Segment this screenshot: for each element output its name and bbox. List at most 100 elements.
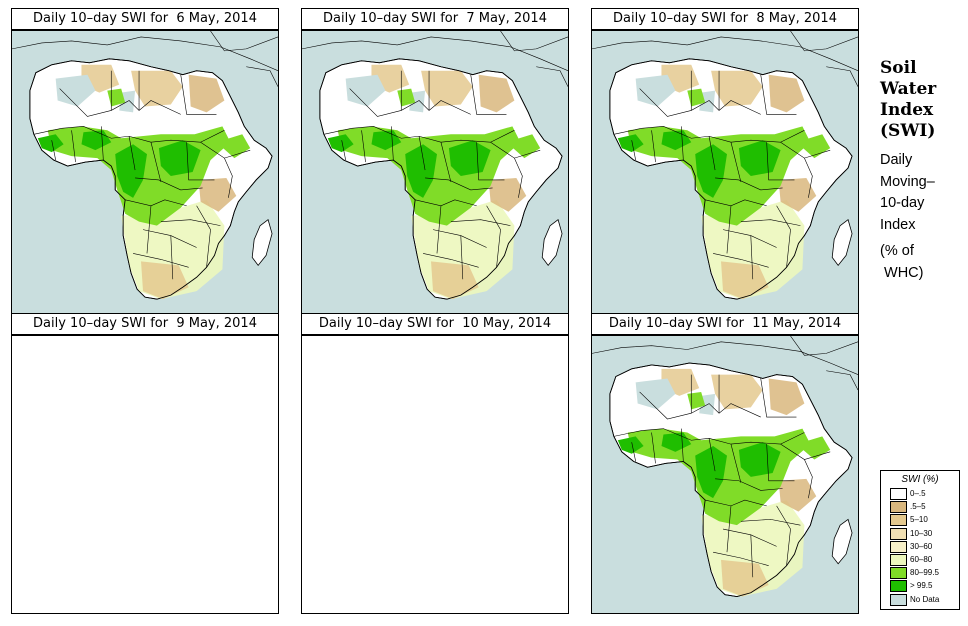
- wet-area: [687, 88, 706, 107]
- dry-area: [198, 177, 237, 212]
- dry-area: [478, 74, 515, 113]
- country-border: [470, 74, 507, 115]
- country-border: [425, 177, 493, 191]
- neighbor-coastline: [302, 36, 568, 71]
- saturated-area: [115, 144, 147, 198]
- side-subtitle-line: Moving–: [880, 173, 935, 190]
- country-border: [341, 140, 346, 161]
- country-border: [750, 534, 754, 578]
- country-border: [715, 478, 783, 491]
- legend-item: 60–80: [890, 554, 956, 566]
- panel-title: Daily 10–day SWI for 11 May, 2014: [591, 313, 859, 335]
- neighbor-coastline: [826, 370, 858, 391]
- country-border: [440, 142, 452, 183]
- country-border: [766, 142, 795, 181]
- map-panel: Daily 10–day SWI for 7 May, 2014: [301, 8, 569, 317]
- country-border: [423, 253, 479, 268]
- legend-label: > 99.5: [910, 581, 933, 591]
- country-border: [708, 438, 716, 472]
- legend-swatch: [890, 501, 907, 514]
- country-border: [760, 378, 797, 418]
- side-subtitle-line: 10-day: [880, 195, 925, 211]
- side-unit-line: (% of: [880, 243, 914, 259]
- wet-area: [397, 88, 416, 107]
- country-border: [418, 136, 426, 171]
- side-title-line: Index: [880, 100, 934, 120]
- country-border: [391, 126, 394, 161]
- no-data-area: [55, 74, 96, 107]
- dry-area: [141, 261, 189, 300]
- empty-map: [11, 335, 279, 614]
- country-border: [705, 199, 767, 207]
- side-title-line: Water: [880, 79, 937, 99]
- panel-title: Daily 10–day SWI for 6 May, 2014: [11, 8, 279, 30]
- neighbor-coastline: [790, 31, 858, 52]
- country-border: [59, 88, 181, 117]
- legend-label: 10–30: [910, 528, 933, 538]
- country-border: [705, 499, 767, 507]
- legend: SWI (%) 0–.5 .5–5 5–10 10–30 30–60 60–80 80–99…: [880, 470, 960, 610]
- country-border: [514, 157, 523, 198]
- dry-area: [778, 478, 817, 512]
- country-border: [71, 130, 76, 163]
- neighbor-coastline: [246, 66, 278, 87]
- country-border: [715, 177, 783, 191]
- wet-area: [506, 134, 541, 159]
- country-border: [726, 505, 732, 553]
- africa-map: [302, 31, 568, 316]
- country-border: [450, 219, 511, 226]
- wet-area: [796, 436, 831, 460]
- country-border: [196, 205, 211, 268]
- dry-area: [711, 70, 763, 107]
- legend-label: 5–10: [910, 515, 928, 525]
- legend-item: .5–5: [890, 501, 956, 514]
- country-border: [486, 205, 501, 268]
- country-border: [170, 235, 174, 280]
- country-border: [460, 235, 464, 280]
- africa-map: [592, 31, 858, 316]
- country-border: [631, 442, 636, 462]
- wet-area: [796, 134, 831, 159]
- country-border: [186, 142, 215, 181]
- country-border: [760, 74, 797, 115]
- neighbor-coastline: [790, 336, 858, 356]
- side-unit: (% of WHC): [880, 241, 964, 284]
- dry-area: [421, 70, 473, 107]
- country-border: [128, 136, 136, 171]
- saturated-area: [327, 134, 354, 153]
- dry-area: [488, 177, 527, 212]
- country-border: [730, 142, 742, 183]
- country-border: [224, 157, 233, 198]
- dry-area: [711, 374, 763, 410]
- dry-area: [768, 74, 805, 113]
- neighbor-coastline: [826, 66, 858, 87]
- country-border: [101, 126, 104, 161]
- panel-title: Daily 10–day SWI for 8 May, 2014: [591, 8, 859, 30]
- legend-item: No Data: [890, 593, 956, 606]
- saturated-area: [738, 140, 781, 176]
- country-border: [776, 505, 791, 566]
- swi-map: [301, 30, 569, 317]
- side-title-line: (SWI): [880, 121, 936, 141]
- dry-area: [778, 177, 817, 212]
- legend-label: 60–80: [910, 555, 933, 564]
- saturated-area: [695, 446, 727, 499]
- legend-item: 5–10: [890, 514, 956, 527]
- neighbor-coastline: [12, 36, 278, 71]
- country-border: [776, 205, 791, 268]
- dry-area: [768, 378, 805, 416]
- country-border: [361, 130, 366, 163]
- neighbor-coastline: [500, 31, 568, 52]
- country-border: [651, 432, 656, 464]
- legend-label: No Data: [910, 594, 940, 604]
- saturated-area: [617, 436, 644, 454]
- country-border: [639, 391, 761, 420]
- legend-item: > 99.5: [890, 580, 956, 593]
- map-panel: Daily 10–day SWI for 9 May, 2014: [11, 313, 279, 614]
- no-data-area: [635, 74, 676, 107]
- country-border: [436, 205, 442, 254]
- africa-coastline: [609, 58, 853, 300]
- country-border: [160, 219, 221, 226]
- country-border: [750, 235, 754, 280]
- legend-swatch: [890, 488, 907, 500]
